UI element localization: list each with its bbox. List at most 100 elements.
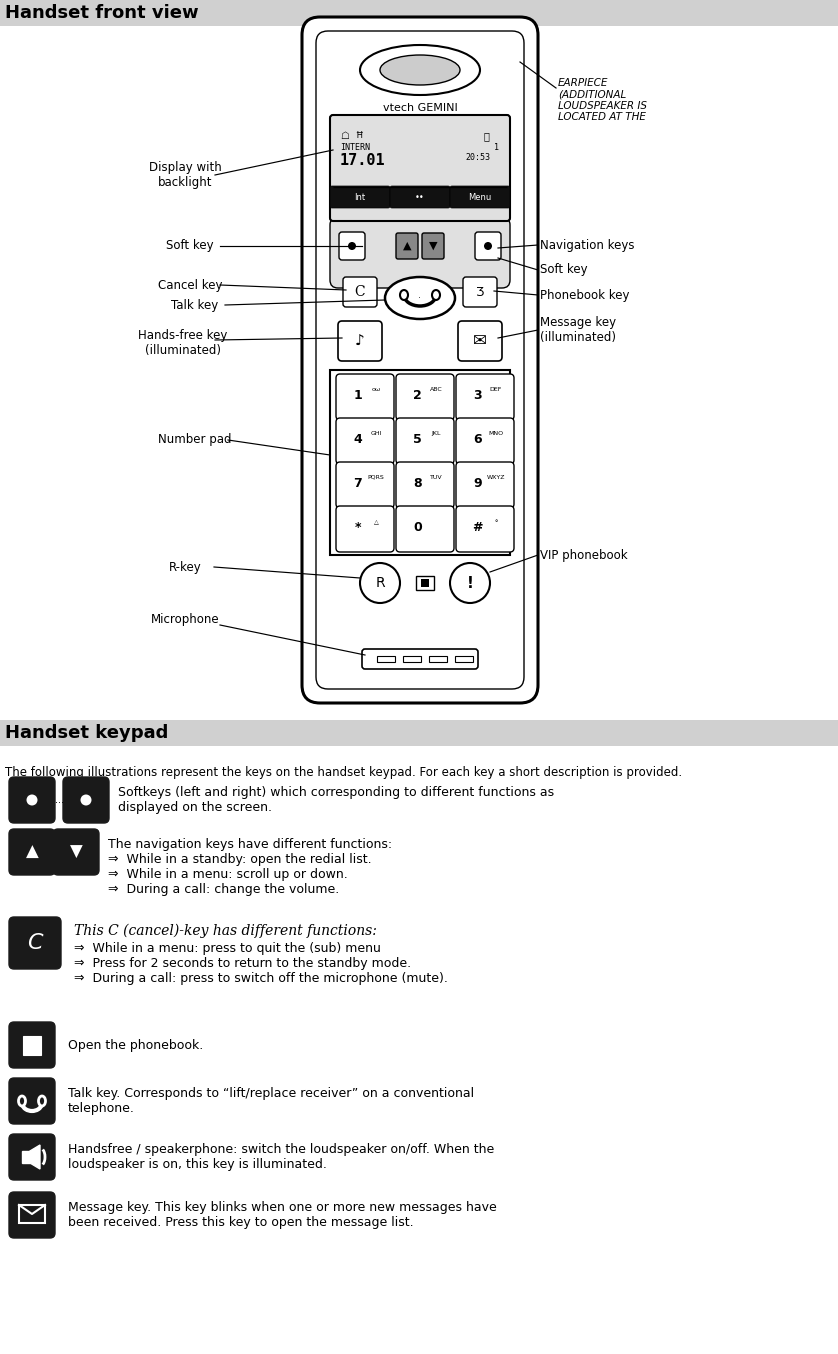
Text: C: C: [354, 284, 365, 299]
FancyBboxPatch shape: [302, 18, 538, 703]
Text: Soft key: Soft key: [166, 240, 214, 252]
Bar: [330, 370, 510, 555]
FancyBboxPatch shape: [456, 462, 514, 508]
Ellipse shape: [400, 290, 408, 301]
Bar: [377, 655, 395, 662]
Ellipse shape: [380, 56, 460, 85]
Text: 2: 2: [413, 389, 422, 402]
Text: ▼: ▼: [70, 844, 82, 861]
FancyBboxPatch shape: [336, 374, 394, 420]
FancyBboxPatch shape: [336, 506, 394, 552]
Bar: [429, 655, 447, 662]
FancyBboxPatch shape: [330, 115, 510, 221]
Text: Hands-free key
(illuminated): Hands-free key (illuminated): [138, 329, 228, 357]
Text: C: C: [28, 933, 43, 953]
Bar: [455, 655, 473, 662]
FancyBboxPatch shape: [390, 185, 450, 209]
Text: ɑω: ɑω: [371, 387, 380, 391]
Bar: [0, 0, 838, 26]
Text: 1: 1: [494, 144, 499, 152]
Text: Number pad: Number pad: [158, 433, 232, 447]
Text: This C (cancel)-key has different functions:: This C (cancel)-key has different functi…: [74, 923, 377, 938]
Bar: [421, 580, 429, 588]
Text: DEF: DEF: [490, 387, 502, 391]
Text: 1: 1: [353, 389, 362, 402]
Text: VIP phonebook: VIP phonebook: [540, 548, 628, 562]
Text: 4: 4: [353, 432, 362, 445]
Ellipse shape: [18, 1095, 25, 1106]
Text: Ʒ: Ʒ: [26, 1036, 38, 1053]
Bar: [403, 655, 421, 662]
Bar: [32, 1036, 41, 1055]
Text: Talk key: Talk key: [172, 298, 219, 311]
Bar: [23, 1036, 32, 1055]
FancyBboxPatch shape: [330, 185, 390, 209]
Text: *: *: [354, 520, 360, 533]
Text: 8: 8: [413, 477, 422, 490]
Text: #: #: [473, 520, 483, 533]
Text: ▲: ▲: [403, 241, 411, 250]
Text: ⚬: ⚬: [494, 519, 499, 524]
Text: △: △: [374, 519, 379, 524]
Text: !: !: [467, 575, 473, 590]
Ellipse shape: [385, 278, 455, 320]
Text: Ʒ: Ʒ: [476, 286, 484, 298]
Text: JKL: JKL: [432, 431, 441, 436]
Text: Handset keypad: Handset keypad: [5, 724, 168, 742]
Text: Microphone: Microphone: [151, 613, 220, 627]
Text: Message key. This key blinks when one or more new messages have
been received. P: Message key. This key blinks when one or…: [68, 1201, 497, 1229]
FancyBboxPatch shape: [336, 418, 394, 464]
FancyBboxPatch shape: [422, 233, 444, 259]
Ellipse shape: [39, 1095, 45, 1106]
Text: PQRS: PQRS: [368, 475, 385, 479]
Text: ✉: ✉: [473, 332, 487, 349]
Text: Cancel key: Cancel key: [158, 279, 222, 291]
Polygon shape: [30, 1145, 40, 1169]
Text: WXYZ: WXYZ: [487, 475, 505, 479]
FancyBboxPatch shape: [396, 506, 454, 552]
Ellipse shape: [432, 290, 440, 301]
Text: Handsfree / speakerphone: switch the loudspeaker on/off. When the
loudspeaker is: Handsfree / speakerphone: switch the lou…: [68, 1143, 494, 1171]
Bar: [0, 720, 838, 746]
Text: ▲: ▲: [26, 844, 39, 861]
Circle shape: [450, 563, 490, 603]
FancyBboxPatch shape: [456, 506, 514, 552]
FancyBboxPatch shape: [63, 777, 109, 823]
FancyBboxPatch shape: [396, 233, 418, 259]
Text: TUV: TUV: [430, 475, 442, 479]
Bar: [416, 575, 434, 590]
Text: R-key: R-key: [168, 561, 201, 574]
FancyBboxPatch shape: [9, 1078, 55, 1124]
Text: The navigation keys have different functions:
⇒  While in a standby: open the re: The navigation keys have different funct…: [108, 838, 392, 896]
FancyBboxPatch shape: [458, 321, 502, 362]
FancyBboxPatch shape: [9, 777, 55, 823]
FancyBboxPatch shape: [9, 1022, 55, 1068]
Text: 6: 6: [473, 432, 482, 445]
FancyBboxPatch shape: [396, 418, 454, 464]
Text: Ħ: Ħ: [355, 131, 363, 139]
Circle shape: [360, 563, 400, 603]
Text: 20:53: 20:53: [465, 153, 490, 162]
Ellipse shape: [360, 45, 480, 95]
Circle shape: [80, 795, 91, 806]
Circle shape: [27, 795, 38, 806]
FancyBboxPatch shape: [336, 462, 394, 508]
Text: 3: 3: [473, 389, 482, 402]
Text: Navigation keys: Navigation keys: [540, 238, 634, 252]
Text: Message key
(illuminated): Message key (illuminated): [540, 315, 616, 344]
Text: ...: ...: [55, 795, 64, 806]
FancyBboxPatch shape: [9, 829, 55, 875]
Text: 0: 0: [413, 520, 422, 533]
Text: vtech GEMINI: vtech GEMINI: [383, 103, 458, 112]
FancyBboxPatch shape: [343, 278, 377, 307]
FancyBboxPatch shape: [53, 829, 99, 875]
Text: ••: ••: [415, 192, 425, 202]
FancyBboxPatch shape: [9, 917, 61, 969]
Text: GHI: GHI: [370, 431, 382, 436]
Text: Open the phonebook.: Open the phonebook.: [68, 1039, 204, 1052]
FancyBboxPatch shape: [9, 1135, 55, 1179]
FancyBboxPatch shape: [463, 278, 497, 307]
Text: ⇒  While in a menu: press to quit the (sub) menu
⇒  Press for 2 seconds to retur: ⇒ While in a menu: press to quit the (su…: [74, 942, 447, 984]
FancyBboxPatch shape: [338, 321, 382, 362]
Text: Phonebook key: Phonebook key: [540, 288, 629, 302]
